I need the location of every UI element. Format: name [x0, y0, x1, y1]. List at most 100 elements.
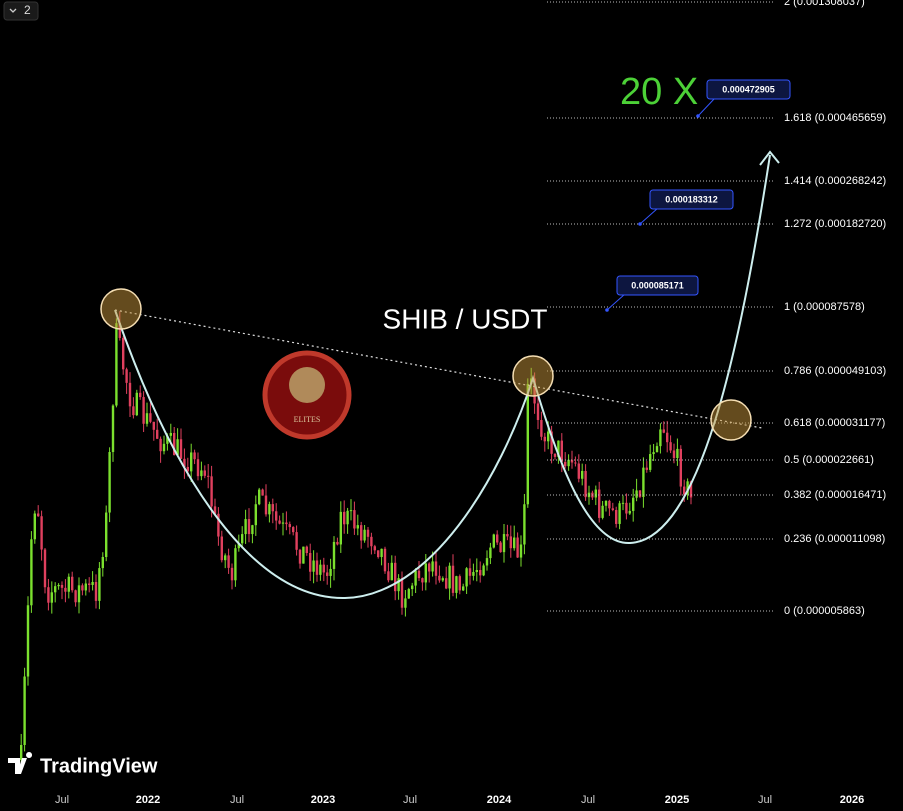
candle-body — [132, 406, 135, 416]
callout-text: 0.000472905 — [722, 84, 775, 94]
fib-levels: 2 (0.001308037) 1.618 (0.000465659) 1.414 … — [547, 0, 886, 617]
candles — [20, 311, 693, 764]
candle-body — [615, 510, 618, 524]
candle-body — [360, 525, 363, 541]
candle-body — [468, 568, 472, 576]
candle-body — [186, 466, 189, 472]
candle-body — [142, 397, 145, 424]
candle-body — [210, 476, 213, 507]
candle-body — [499, 542, 502, 553]
candle-body — [20, 745, 23, 760]
fib-label: 0.618 (0.000031177) — [784, 417, 885, 429]
candle-body — [638, 490, 642, 497]
candle-body — [57, 584, 60, 587]
candle-body — [278, 520, 281, 524]
candle-body — [224, 555, 227, 561]
candle-body — [295, 532, 298, 550]
candle-body — [557, 440, 560, 457]
candle-body — [550, 431, 553, 454]
candle-body — [336, 541, 339, 545]
candle-body — [312, 560, 315, 572]
candle-body — [332, 541, 336, 569]
candle-body — [421, 578, 424, 583]
callout-box — [616, 275, 699, 296]
callout-text: 0.000183312 — [665, 194, 718, 204]
candle-body — [659, 429, 662, 447]
candle-body — [577, 463, 580, 479]
candle-body — [84, 583, 87, 591]
candle-body — [54, 586, 57, 593]
callout-stem — [639, 207, 659, 225]
candle-body — [434, 561, 438, 576]
candle-body — [193, 452, 196, 460]
candle-body — [567, 459, 570, 467]
candle-body — [281, 522, 285, 524]
candle-body — [475, 570, 478, 573]
candle-body — [230, 567, 234, 581]
candle-body — [536, 403, 540, 420]
candle-body — [145, 413, 149, 424]
candle-body — [472, 572, 475, 576]
collapse-label: 2 — [24, 3, 31, 17]
candle-body — [417, 570, 421, 579]
candle-body — [387, 571, 390, 581]
candle-body — [227, 555, 230, 568]
candle-body — [519, 544, 523, 558]
candle-body — [292, 527, 295, 533]
candle-body — [390, 562, 393, 581]
candle-body — [285, 522, 288, 525]
candle-body — [244, 519, 247, 535]
candle-body — [50, 592, 53, 603]
candle-body — [489, 547, 492, 559]
multiplier: 20 X — [620, 71, 698, 113]
logo: ELITES — [262, 350, 352, 440]
candle-body — [343, 511, 346, 525]
candle-body — [81, 585, 84, 591]
candle-body — [407, 589, 410, 599]
collapse-button[interactable] — [3, 1, 39, 21]
candle-body — [686, 481, 689, 495]
candle-body — [649, 454, 652, 470]
callout-text: 0.000085171 — [631, 280, 684, 290]
x-axis-label: 2023 — [311, 794, 335, 806]
candle-body — [689, 481, 693, 498]
candle-body — [108, 452, 111, 513]
candle-body — [496, 534, 499, 543]
fib-label: 0.382 (0.000016471) — [784, 489, 886, 501]
candle-body — [540, 419, 543, 437]
callout-stem — [697, 97, 716, 117]
callout-box — [706, 79, 791, 100]
x-axis: Jul 2022 Jul 2023 Jul 2024 Jul 2025 Jul 2026 — [55, 794, 864, 806]
candle-body — [67, 576, 70, 592]
fib-label: 1.272 (0.000182720) — [784, 218, 886, 230]
fib-label: 1.618 (0.000465659) — [784, 112, 886, 124]
toolbar[interactable]: 2 — [3, 1, 39, 21]
candle-body — [169, 432, 172, 436]
candle-body — [645, 467, 648, 470]
candle-body — [482, 565, 485, 576]
candle-body — [220, 536, 223, 561]
x-axis-label: Jul — [758, 794, 772, 806]
candle-body — [156, 429, 159, 439]
candle-body — [632, 497, 635, 511]
candle-body — [101, 556, 104, 569]
candle-body — [451, 565, 455, 593]
candle-body — [139, 392, 142, 398]
candle-body — [509, 536, 512, 549]
candle-body — [200, 470, 203, 477]
candle-body — [604, 500, 608, 506]
candle-body — [611, 508, 614, 511]
candle-body — [88, 583, 91, 585]
candle-body — [47, 587, 50, 603]
candle-body — [74, 590, 77, 603]
candle-body — [149, 413, 152, 422]
candle-body — [380, 548, 383, 558]
candle-body — [40, 516, 43, 550]
candle-body — [322, 564, 325, 573]
candle-body — [356, 525, 359, 529]
logo-text: ELITES — [294, 415, 321, 424]
candle-body — [60, 584, 64, 588]
candle-body — [173, 432, 176, 456]
candle-body — [254, 504, 257, 526]
candle-body — [128, 382, 132, 407]
